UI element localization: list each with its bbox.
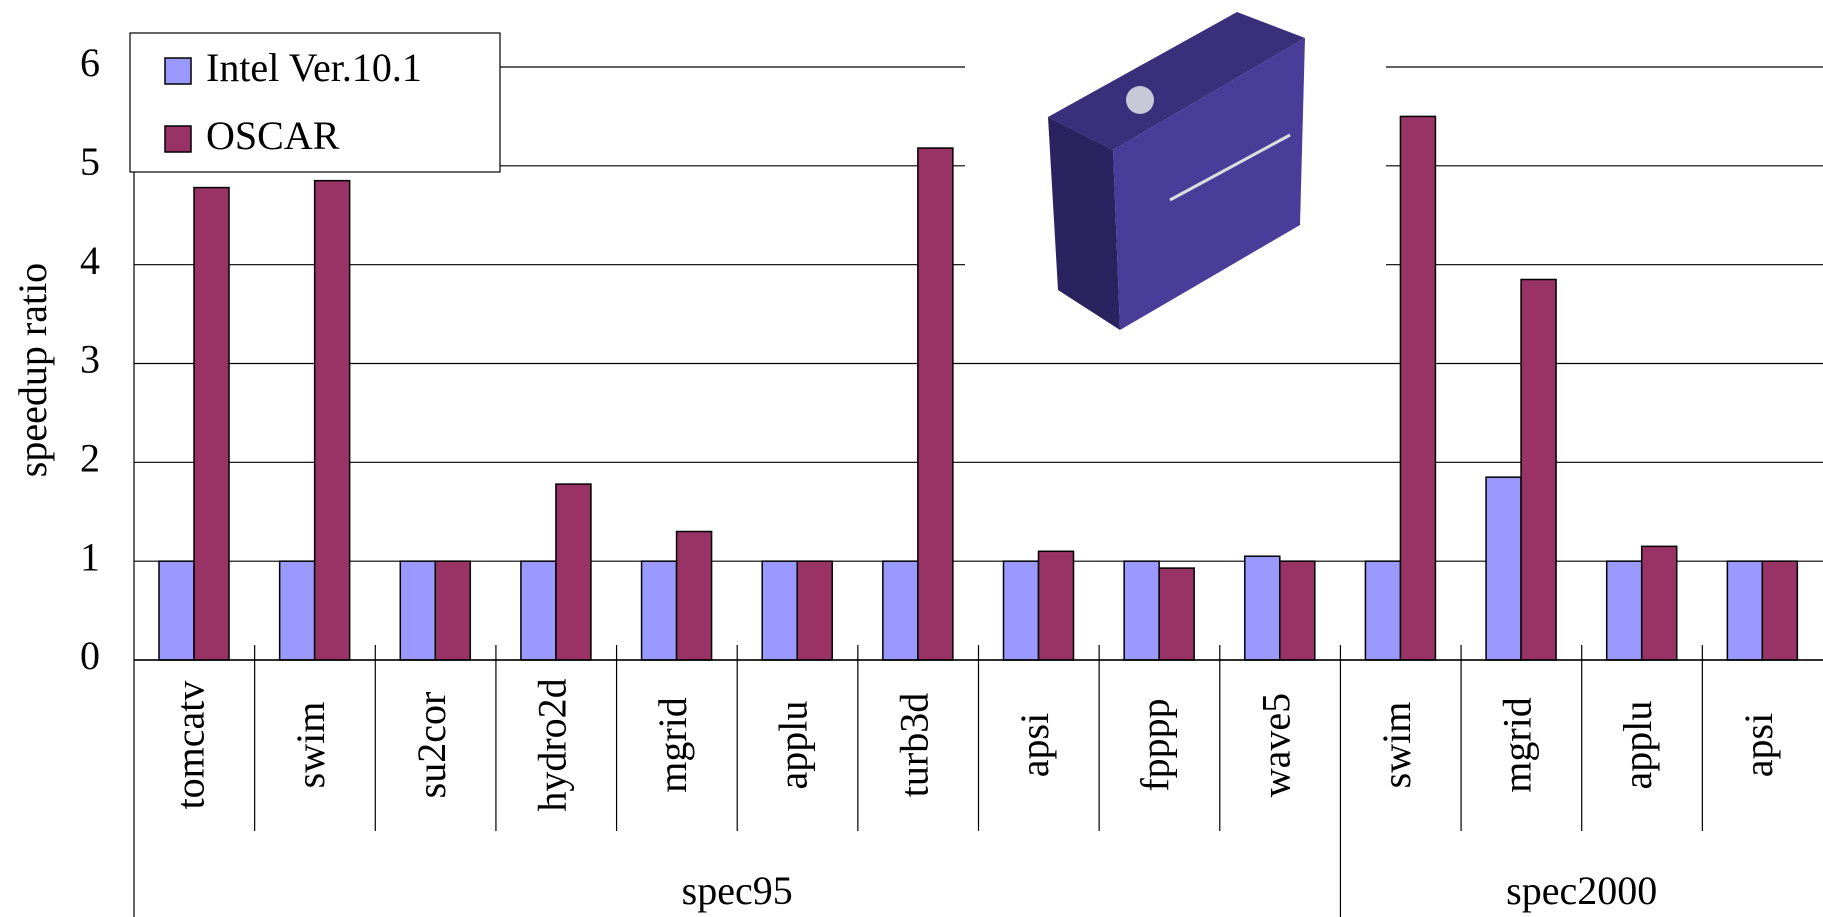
group-label: spec95	[682, 868, 793, 913]
x-tick-label: swim	[1374, 702, 1419, 789]
x-tick-label: apsi	[1736, 713, 1781, 777]
legend-swatch	[164, 57, 192, 85]
photo-stripe	[1169, 133, 1291, 202]
x-tick-label: swim	[288, 702, 333, 789]
y-tick-label: 4	[80, 238, 100, 283]
x-tick-label: applu	[771, 701, 816, 790]
bar	[1158, 567, 1195, 661]
bar	[193, 186, 230, 661]
bar	[434, 560, 472, 661]
legend-swatch	[164, 125, 192, 153]
x-tick-label: turb3d	[891, 693, 936, 797]
x-tick-label: mgrid	[650, 697, 695, 793]
x-tick-label: tomcatv	[167, 681, 212, 810]
bar	[520, 560, 557, 661]
bar	[1605, 560, 1643, 661]
x-tick-label: hydro2d	[529, 678, 574, 811]
bar	[1399, 115, 1437, 661]
x-tick-label: apsi	[1012, 713, 1057, 777]
x-tick-label: mgrid	[1495, 697, 1540, 793]
y-tick-label: 5	[80, 139, 100, 184]
x-tick-label: fpppp	[1133, 698, 1178, 791]
bar	[675, 530, 713, 661]
product-photo	[1048, 12, 1305, 330]
x-tick-label: applu	[1615, 701, 1660, 790]
bar	[313, 179, 351, 661]
bar	[1002, 560, 1040, 661]
y-tick-label: 2	[80, 436, 100, 481]
bar	[1520, 278, 1557, 661]
bar	[882, 560, 919, 661]
bar	[640, 560, 678, 661]
photo-box-front	[1048, 117, 1120, 330]
bar	[761, 560, 798, 661]
x-tick-label: su2cor	[409, 692, 454, 799]
y-tick-label: 6	[80, 40, 100, 85]
bar	[1726, 560, 1764, 661]
y-tick-label: 1	[80, 534, 100, 579]
photo-box-side	[1113, 38, 1305, 330]
bar	[917, 147, 954, 661]
bar	[1364, 560, 1402, 661]
legend-label: Intel Ver.10.1	[206, 45, 422, 90]
bar	[1640, 545, 1678, 661]
x-tick-label: wave5	[1253, 693, 1298, 797]
bar	[158, 560, 195, 661]
bar	[1761, 560, 1799, 661]
y-axis-title: speedup ratio	[10, 263, 55, 477]
y-tick-label: 3	[80, 337, 100, 382]
bar	[1123, 560, 1160, 661]
photo-box-top	[1048, 12, 1305, 150]
bar	[1244, 555, 1281, 661]
legend: Intel Ver.10.1 OSCAR	[129, 32, 501, 173]
group-label: spec2000	[1506, 868, 1657, 913]
photo-fan	[1126, 86, 1154, 114]
bar	[1037, 550, 1075, 661]
bar	[278, 560, 316, 661]
bar	[399, 560, 437, 661]
bar	[1485, 476, 1522, 661]
bar	[555, 483, 592, 661]
y-tick-label: 0	[80, 633, 100, 678]
legend-label: OSCAR	[206, 113, 340, 158]
bar	[796, 560, 833, 661]
bar	[1279, 560, 1316, 661]
